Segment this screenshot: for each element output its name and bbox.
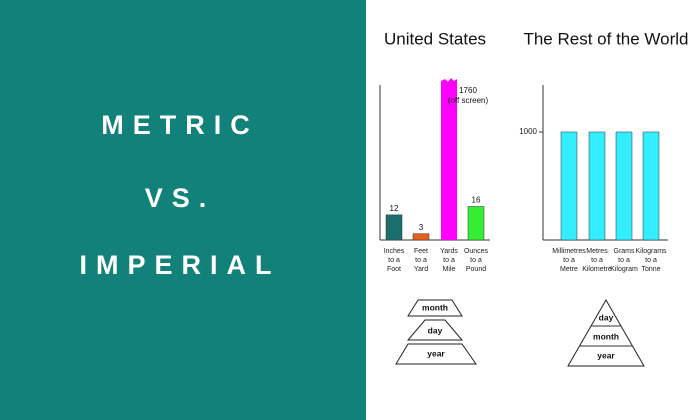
value-label: 12: [390, 204, 399, 213]
value-label: 3: [419, 223, 424, 232]
pyramid-label: year: [427, 348, 445, 358]
value-label: 1760 (off screen): [448, 86, 489, 105]
bar: [441, 78, 457, 240]
pyramid-label: year: [597, 350, 615, 360]
x-tick-label: Kilograms to a Tonne: [635, 248, 667, 273]
x-tick-label: Inches to a Foot: [384, 248, 405, 273]
x-tick-label: Grams to a Kilogram: [610, 248, 638, 273]
bar: [467, 206, 485, 241]
x-tick-label: Yards to a Mile: [440, 248, 458, 273]
bar: [642, 131, 660, 241]
chart-title: United States: [384, 29, 486, 48]
x-tick-label: Millimetres to a Metre: [552, 248, 586, 273]
pyramid: [567, 298, 645, 367]
pyramid-middle: [406, 319, 464, 341]
value-label: 16: [472, 196, 481, 205]
pyramid-top: [407, 299, 463, 317]
bar: [412, 233, 430, 241]
chart-title: The Rest of the World: [523, 29, 688, 48]
x-tick-label: Ounces to a Pound: [464, 248, 489, 273]
x-tick-label: Metres to a Kilometre: [582, 248, 612, 273]
banner-line: VS.: [145, 183, 216, 213]
pyramid-bottom: [395, 343, 477, 365]
bar: [588, 131, 606, 241]
banner-panel: [0, 0, 366, 420]
bar: [560, 131, 578, 241]
pyramid-label: day: [599, 312, 614, 322]
x-tick-label: Feet to a Yard: [414, 248, 428, 273]
bar: [615, 131, 633, 241]
y-tick-label: 1000: [519, 127, 537, 136]
bar: [385, 214, 403, 241]
pyramid-label: day: [428, 325, 443, 335]
pyramid-label: month: [593, 331, 619, 341]
banner-line: METRIC: [101, 110, 259, 140]
pyramid-label: month: [422, 302, 448, 312]
banner-line: IMPERIAL: [79, 250, 280, 280]
